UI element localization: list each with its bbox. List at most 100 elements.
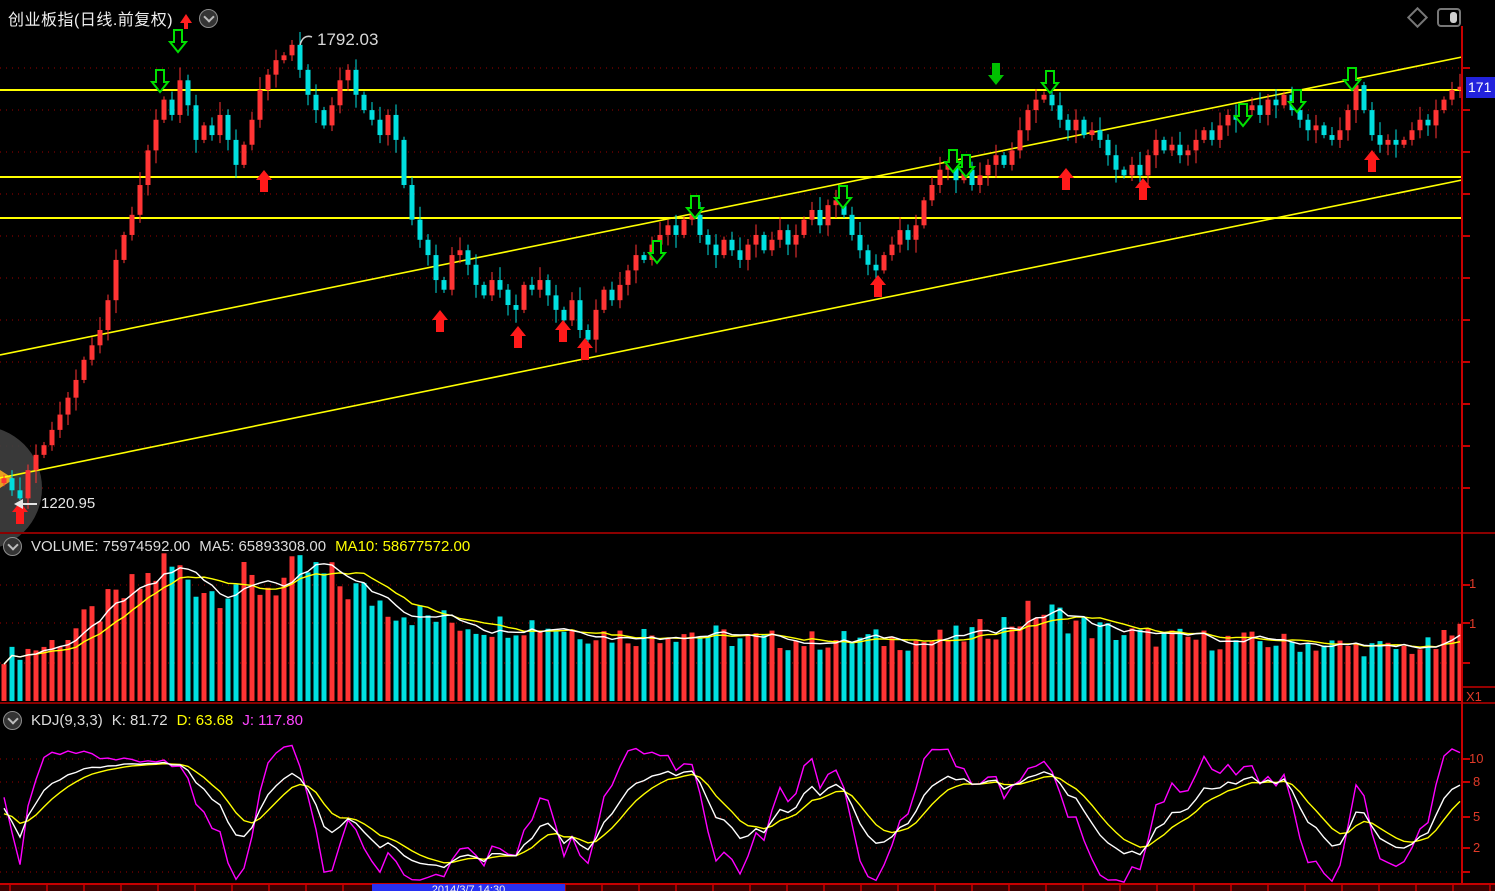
volume-bar [177, 565, 183, 701]
volume-bar [97, 621, 103, 701]
volume-bar [25, 648, 31, 701]
volume-bar [345, 599, 351, 701]
volume-bar [873, 629, 879, 701]
candle-body [713, 244, 719, 256]
candle-body [745, 244, 751, 260]
candle-body [1113, 155, 1119, 170]
candle-body [825, 205, 831, 226]
volume-pane-header: VOLUME: 75974592.00 MA5: 65893308.00 MA1… [3, 537, 470, 556]
candle-body [1313, 125, 1319, 131]
buy-arrow-marker [12, 502, 28, 524]
buy-arrow-marker [510, 326, 526, 348]
volume-bar [1369, 643, 1375, 701]
volume-bar [385, 616, 391, 701]
candle-body [657, 234, 663, 245]
date-label: 2014/3/7 14:30 [372, 884, 565, 891]
volume-bar [241, 562, 247, 701]
candle-body [129, 214, 135, 235]
buy-arrow-marker [1364, 150, 1380, 172]
volume-bar [889, 636, 895, 701]
kdj-j-line [3, 744, 1461, 883]
volume-bar [1185, 636, 1191, 701]
volume-bar [1145, 628, 1151, 701]
volume-bar [1225, 635, 1231, 701]
volume-bar [1209, 650, 1215, 701]
volume-bar [1433, 649, 1439, 701]
kdj-axis-20: 2 [1473, 840, 1481, 855]
volume-bar [257, 594, 263, 701]
kdj-k-value: K: 81.72 [111, 712, 168, 729]
collapse-main-button[interactable] [199, 8, 219, 28]
candle-body [969, 169, 975, 186]
candle-body [1161, 139, 1167, 151]
volume-bar [1057, 607, 1063, 701]
candle-body [993, 155, 999, 165]
candle-body [449, 255, 455, 290]
volume-bar [465, 629, 471, 701]
candle-body [361, 94, 367, 111]
volume-bar [1217, 649, 1223, 701]
candle-body [9, 478, 15, 491]
volume-bar [905, 650, 911, 701]
candle-body [833, 200, 839, 206]
candle-body [73, 379, 79, 398]
candle-body [1329, 135, 1335, 140]
candle-body [305, 69, 311, 95]
volume-bar [49, 640, 55, 701]
candle-body [1129, 164, 1135, 176]
volume-bar [1361, 656, 1367, 701]
volume-bar [249, 574, 255, 701]
volume-bar [569, 629, 575, 701]
volume-bar [369, 605, 375, 701]
candle-body [1345, 110, 1351, 131]
candle-body [1297, 110, 1303, 120]
volume-bar [1033, 618, 1039, 701]
candle-body [433, 255, 439, 281]
page-title[interactable]: 创业板指(日线.前复权) [8, 12, 174, 29]
chevron-down-icon [202, 10, 215, 23]
volume-bar [817, 649, 823, 701]
volume-bar [1201, 630, 1207, 701]
candle-body [1377, 135, 1383, 145]
candle-body [225, 114, 231, 140]
volume-bar [409, 625, 415, 701]
volume-bar [857, 637, 863, 701]
volume-ma10-value: MA10: 58677572.00 [335, 538, 471, 555]
volume-bar [1081, 617, 1087, 701]
candle-body [865, 250, 871, 265]
candle-body [545, 280, 551, 296]
volume-bar [1385, 642, 1391, 701]
candle-body [121, 234, 127, 260]
sell-outline-arrow-marker [1232, 103, 1254, 128]
candle-body [737, 250, 743, 260]
volume-bar [641, 628, 647, 701]
candle-body [113, 259, 119, 301]
volume-bar [729, 646, 735, 701]
candle-body [809, 209, 815, 220]
candle-body [57, 414, 63, 430]
candle-body [561, 309, 567, 321]
volume-bar [193, 596, 199, 701]
candle-body [473, 264, 479, 285]
kdj-axis-80: 8 [1473, 774, 1481, 789]
candle-body [489, 280, 495, 296]
candle-body [409, 185, 415, 220]
candle-body [609, 289, 615, 301]
volume-bar [1001, 617, 1007, 701]
candle-body [985, 164, 991, 176]
layout-toggle-icon[interactable] [1437, 8, 1461, 27]
candle-body [497, 280, 503, 290]
high-annotation-value: 1792.03 [317, 30, 379, 49]
collapse-volume-button[interactable] [3, 537, 22, 556]
diamond-icon[interactable] [1406, 6, 1429, 29]
volume-bar [1401, 645, 1407, 701]
candle-body [705, 234, 711, 245]
candle-body [625, 270, 631, 285]
candle-body [137, 185, 143, 215]
volume-bar [881, 646, 887, 701]
candle-body [929, 185, 935, 201]
candle-body [585, 330, 591, 340]
collapse-kdj-button[interactable] [3, 711, 22, 730]
high-annotation: 1792.03 [297, 30, 378, 50]
